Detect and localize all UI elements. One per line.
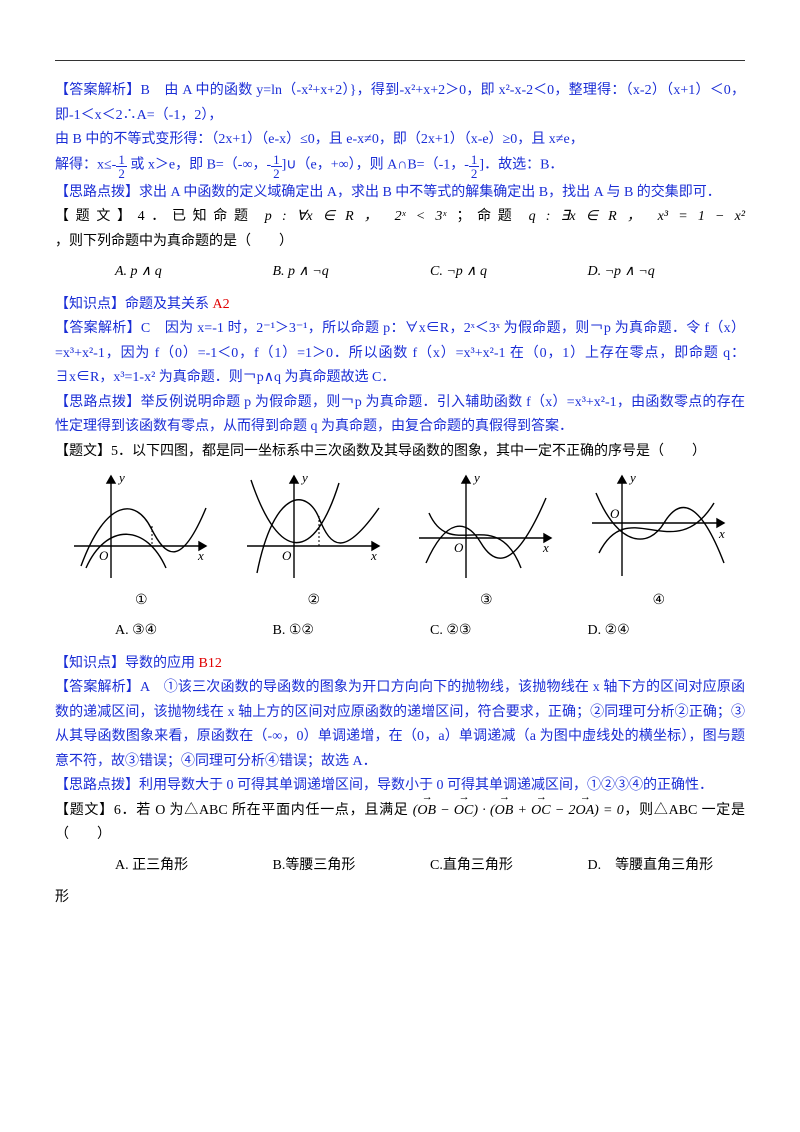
q5-kp: 【知识点】导数的应用 B12	[55, 652, 745, 677]
q5-opt-d: D. ②④	[588, 619, 746, 644]
q5-graphs-row: x y O x y O x	[55, 468, 745, 593]
q3-solve-end: ]．故选：B．	[479, 157, 563, 172]
frac-1-2a: 12	[116, 153, 127, 181]
q4-ans-body: 因为 x=-1 时，2⁻¹＞3⁻¹，所以命题 p：∀x∈R，2ˣ＜3ˣ 为假命题…	[55, 321, 745, 385]
q4-options: A. p ∧ q B. p ∧ ¬q C. ¬p ∧ q D. ¬p ∧ ¬q	[115, 260, 745, 285]
q4-stem-b: ；命题	[446, 209, 528, 224]
q6-trail: 形	[55, 886, 745, 911]
q5-kp-text: 导数的应用	[125, 656, 199, 671]
q5-stem: 【题文】5．以下四图，都是同一坐标系中三次函数及其导函数的图象，其中一定不正确的…	[55, 440, 745, 465]
q4-hint-body: 举反例说明命题 p 为假命题，则￢p 为真命题．引入辅助函数 f（x）=x³+x…	[55, 395, 745, 435]
q5-ans-label: 【答案解析】A	[55, 680, 149, 695]
q5-ans-body: ①该三次函数的导函数的图象为开口方向向下的抛物线，该抛物线在 x 轴下方的区间对…	[55, 680, 745, 769]
graph-3: x y O	[400, 468, 573, 593]
q6-stem: 【题文】6．若 O 为△ABC 所在平面内任一点，且满足 (OB − OC) ·…	[55, 799, 745, 848]
svg-text:O: O	[454, 540, 464, 555]
q4-opt-b: B. p ∧ ¬q	[273, 260, 431, 285]
q4-stem-label: 【题文】4．	[55, 209, 172, 224]
svg-text:x: x	[542, 540, 549, 555]
q4-stem-c: ，则下列命题中为真命题的是（ ）	[55, 234, 293, 249]
q3-hint-label: 【思路点拨】	[55, 185, 139, 200]
q6-opt-d: D. 等腰直角三角形	[588, 854, 746, 879]
svg-text:y: y	[628, 470, 636, 485]
graph-4-svg: x y O	[584, 468, 734, 583]
graph-3-svg: x y O	[411, 468, 561, 583]
q5-hint: 【思路点拨】利用导数大于 0 可得其单调递增区间，导数小于 0 可得其单调递减区…	[55, 774, 745, 799]
q6-opt-b: B.等腰三角形	[273, 854, 431, 879]
q4-q-def: q : ∃x ∈ R ， x³ = 1 − x²	[529, 209, 745, 224]
svg-text:O: O	[99, 548, 109, 563]
q4-opt-c: C. ¬p ∧ q	[430, 260, 588, 285]
q4-p-def: p : ∀x ∈ R ， 2ˣ < 3ˣ	[265, 209, 447, 224]
q5-options: A. ③④ B. ①② C. ②③ D. ②④	[115, 619, 745, 644]
q4-hint: 【思路点拨】举反例说明命题 p 为假命题，则￢p 为真命题．引入辅助函数 f（x…	[55, 391, 745, 440]
q4-stem-a: 已知命题	[172, 209, 265, 224]
graph-4: x y O	[573, 468, 746, 593]
q6-opt-a: A. 正三角形	[115, 854, 273, 879]
q4-kp-label: 【知识点】	[55, 297, 125, 312]
svg-text:y: y	[300, 470, 308, 485]
graph-label-2: ②	[228, 589, 401, 614]
graph-1-svg: x y O	[66, 468, 216, 583]
q4-kp-text: 命题及其关系	[125, 297, 213, 312]
q3-solve-mid1: 或 x＞e，即 B=（-∞，-	[127, 157, 271, 172]
q5-kp-label: 【知识点】	[55, 656, 125, 671]
q4-hint-label: 【思路点拨】	[55, 395, 141, 410]
q5-stem-body: 以下四图，都是同一坐标系中三次函数及其导函数的图象，其中一定不正确的序号是（ ）	[132, 444, 706, 459]
q5-stem-label: 【题文】5．	[55, 444, 132, 459]
q4-opt-a: A. p ∧ q	[115, 260, 273, 285]
svg-text:O: O	[282, 548, 292, 563]
q3-hint-body: 求出 A 中函数的定义域确定出 A，求出 B 中不等式的解集确定出 B，找出 A…	[139, 185, 721, 200]
q5-kp-code: B12	[199, 656, 222, 671]
q5-answer: 【答案解析】A ①该三次函数的导函数的图象为开口方向向下的抛物线，该抛物线在 x…	[55, 676, 745, 774]
q4-ans-label: 【答案解析】C	[55, 321, 150, 336]
svg-text:O: O	[610, 506, 620, 521]
q3-answer-line2: 由 B 中的不等式变形得：（2x+1）（e-x）≤0，且 e-x≠0，即（2x+…	[55, 128, 745, 153]
q5-opt-b: B. ①②	[273, 619, 431, 644]
q5-graph-labels: ① ② ③ ④	[55, 589, 745, 614]
q6-opt-c: C.直角三角形	[430, 854, 588, 879]
q3-solve-prefix: 解得：x≤-	[55, 157, 116, 172]
q4-opt-d: D. ¬p ∧ ¬q	[588, 260, 746, 285]
q3-ans-body: 由 A 中的函数 y=ln（-x²+x+2）}，得到-x²+x+2＞0，即 x²…	[55, 83, 745, 123]
svg-text:y: y	[472, 470, 480, 485]
graph-1: x y O	[55, 468, 228, 593]
svg-text:y: y	[117, 470, 125, 485]
q4-answer: 【答案解析】C 因为 x=-1 时，2⁻¹＞3⁻¹，所以命题 p：∀x∈R，2ˣ…	[55, 317, 745, 391]
q6-formula: (OB − OC) · (OB + OC − 2OA) = 0	[413, 803, 624, 818]
svg-text:x: x	[197, 548, 204, 563]
q5-opt-c: C. ②③	[430, 619, 588, 644]
q3-ans-label: 【答案解析】B	[55, 83, 150, 98]
graph-2: x y O	[228, 468, 401, 593]
q6-stem-a: 若 O 为△ABC 所在平面内任一点，且满足	[136, 803, 412, 818]
graph-label-3: ③	[400, 589, 573, 614]
svg-text:x: x	[370, 548, 377, 563]
svg-text:x: x	[718, 526, 725, 541]
graph-label-4: ④	[573, 589, 746, 614]
top-rule	[55, 60, 745, 61]
q3-solve-mid2: ]∪（e，+∞），则 A∩B=（-1，-	[282, 157, 469, 172]
q3-solve: 解得：x≤-12 或 x＞e，即 B=（-∞，-12]∪（e，+∞），则 A∩B…	[55, 153, 745, 181]
q6-stem-label: 【题文】6．	[55, 803, 136, 818]
q5-hint-label: 【思路点拨】	[55, 778, 139, 793]
q3-answer-para: 【答案解析】B 由 A 中的函数 y=ln（-x²+x+2）}，得到-x²+x+…	[55, 79, 745, 128]
q3-hint: 【思路点拨】求出 A 中函数的定义域确定出 A，求出 B 中不等式的解集确定出 …	[55, 181, 745, 206]
graph-2-svg: x y O	[239, 468, 389, 583]
q4-kp: 【知识点】命题及其关系 A2	[55, 293, 745, 318]
frac-1-2b: 12	[271, 153, 282, 181]
q6-options: A. 正三角形 B.等腰三角形 C.直角三角形 D. 等腰直角三角形	[115, 854, 745, 879]
frac-1-2c: 12	[469, 153, 480, 181]
graph-label-1: ①	[55, 589, 228, 614]
q4-stem: 【题文】4．已知命题 p : ∀x ∈ R ， 2ˣ < 3ˣ ；命题 q : …	[55, 205, 745, 254]
q5-opt-a: A. ③④	[115, 619, 273, 644]
q4-kp-code: A2	[213, 297, 230, 312]
